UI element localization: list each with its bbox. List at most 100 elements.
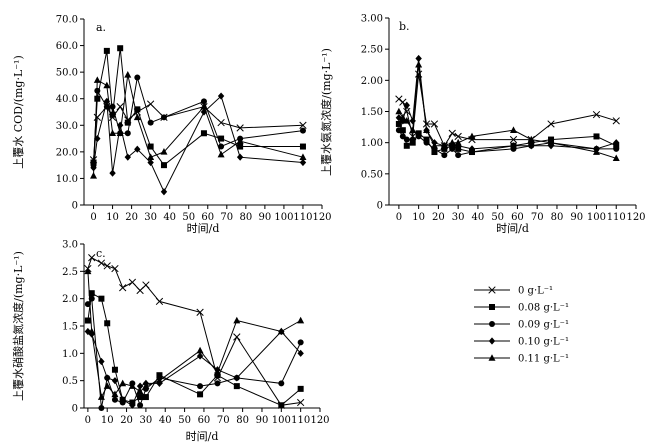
data-point <box>90 171 98 179</box>
data-point <box>94 134 101 143</box>
data-point <box>116 121 124 129</box>
data-point <box>297 339 304 346</box>
panel-label: a. <box>96 21 106 34</box>
series-4 <box>90 71 307 179</box>
x-tick-label: 100 <box>274 212 293 223</box>
series-line <box>87 330 302 407</box>
data-point <box>109 111 116 118</box>
data-point <box>146 100 155 108</box>
data-point <box>155 297 164 306</box>
y-tick-label: 70.0 <box>56 15 78 26</box>
legend: 0 g·L⁻¹ 0.08 g·L⁻¹ 0.09 g·L⁻¹ 0.10 g·L⁻¹ 0.1… <box>474 286 569 365</box>
y-tick-label: 0 <box>377 201 383 212</box>
data-point <box>160 162 167 169</box>
data-point <box>297 349 304 357</box>
x-tick-label: 30 <box>452 212 465 223</box>
data-point <box>84 317 91 324</box>
data-point <box>593 133 600 140</box>
data-point <box>97 393 105 400</box>
data-point <box>299 121 307 129</box>
x-tick-label: 20 <box>432 212 445 223</box>
data-point <box>124 153 131 161</box>
x-tick-label: 120 <box>626 212 645 223</box>
data-point <box>468 132 476 140</box>
legend-entry: 0.10 g·L⁻¹ <box>474 337 569 348</box>
data-point <box>119 396 126 404</box>
panel-label: c. <box>96 247 106 260</box>
data-point <box>214 380 221 387</box>
data-point <box>142 382 150 389</box>
legend-entry: 0 g·L⁻¹ <box>474 286 553 297</box>
data-point <box>197 391 204 398</box>
data-point <box>98 405 105 411</box>
x-tick-label: 60 <box>201 212 214 223</box>
y-tick-label: 60.0 <box>56 41 78 52</box>
data-point <box>160 188 168 196</box>
data-point <box>409 139 416 146</box>
data-point <box>200 130 207 137</box>
legend-entry: 0.11 g·L⁻¹ <box>474 354 569 365</box>
data-point <box>237 143 244 150</box>
data-point <box>124 130 131 137</box>
legend-label: 0.08 g·L⁻¹ <box>518 303 569 314</box>
data-point <box>299 143 306 150</box>
data-point <box>448 129 456 137</box>
data-point <box>103 382 111 389</box>
x-tick-label: 50 <box>182 212 195 223</box>
data-point <box>104 320 111 327</box>
data-point <box>395 95 403 103</box>
data-point <box>547 138 555 146</box>
y-tick-label: 50.0 <box>56 68 78 79</box>
data-point <box>109 103 116 110</box>
data-point <box>399 113 407 121</box>
data-point <box>395 107 403 115</box>
x-tick-label: 60 <box>511 212 524 223</box>
x-tick-label: 40 <box>163 212 176 223</box>
data-point <box>395 120 402 127</box>
x-axis-title: 时间/d <box>187 222 220 235</box>
data-point <box>147 153 155 160</box>
data-point <box>422 120 431 128</box>
data-point <box>299 127 306 134</box>
panel-a-cod-chart: 0 10.0 20.0 30.0 40.0 50.0 60.0 70.0 0 10 20 30 40 50… <box>12 15 332 236</box>
data-point <box>592 148 600 155</box>
data-point <box>399 127 406 134</box>
data-point <box>448 138 456 146</box>
data-point <box>142 281 150 289</box>
y-tick-label: 30.0 <box>56 121 78 132</box>
data-point <box>128 278 137 286</box>
series-line <box>398 74 617 147</box>
data-point <box>93 76 101 83</box>
data-point <box>84 301 91 308</box>
data-point <box>196 352 204 360</box>
data-point <box>423 136 430 143</box>
data-point <box>111 264 119 273</box>
data-point <box>196 308 204 316</box>
data-point <box>612 117 620 125</box>
data-point <box>217 118 225 127</box>
series-line <box>398 64 617 159</box>
data-point <box>299 158 307 167</box>
data-point <box>109 129 117 137</box>
data-point <box>147 143 154 150</box>
x-tick-label: 0 <box>90 212 96 223</box>
data-point <box>423 139 430 146</box>
y-tick-label: 1.00 <box>361 138 383 149</box>
y-tick-label: 2.00 <box>361 76 383 87</box>
legend-entry: 0.09 g·L⁻¹ <box>474 320 569 331</box>
data-point <box>111 366 118 373</box>
legend-label: 0.10 g·L⁻¹ <box>518 337 569 348</box>
data-point <box>97 259 106 267</box>
data-point <box>197 383 204 390</box>
x-axis-title: 时间/d <box>186 430 219 443</box>
x-tick-label: 100 <box>272 415 291 426</box>
legend-marker <box>488 337 496 345</box>
data-point <box>233 374 241 382</box>
data-point <box>613 139 620 147</box>
data-point <box>592 110 601 119</box>
data-point <box>136 387 144 395</box>
data-point <box>129 401 136 409</box>
x-tick-label: 90 <box>256 415 269 426</box>
data-point <box>88 295 95 302</box>
